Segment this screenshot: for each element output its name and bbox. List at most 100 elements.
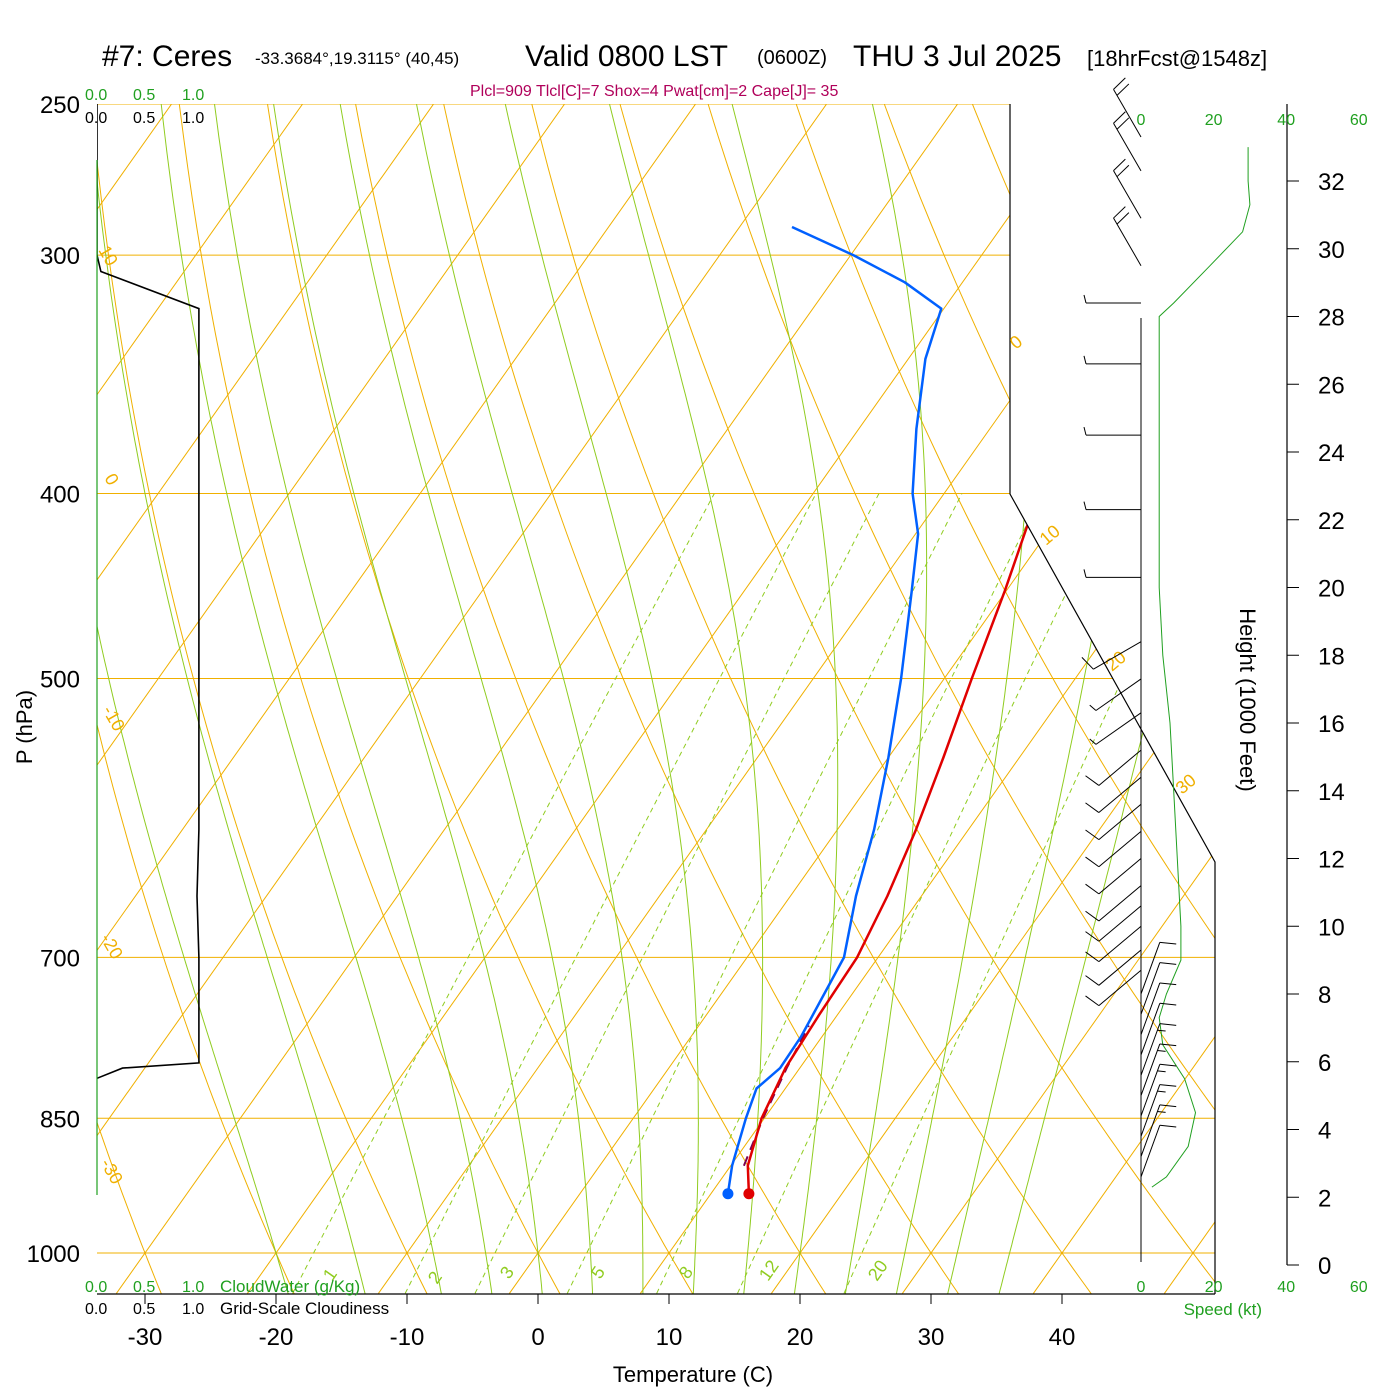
dry-adiabat--30	[97, 104, 172, 1294]
speed-bottom-tick: 40	[1277, 1279, 1295, 1296]
dry-adiabat-70	[784, 104, 1215, 1294]
wind-barb-staff	[1113, 122, 1142, 172]
wind-barb-half-flag	[1157, 1070, 1166, 1073]
cloud-top-black-tick: 0.0	[85, 110, 107, 127]
wind-barb	[1140, 1124, 1177, 1178]
moist-adiabat	[97, 104, 368, 1294]
temperature-tick-label: 0	[531, 1324, 544, 1351]
mixing-ratio-label: 5	[587, 1263, 609, 1283]
wind-barb-flag	[1116, 212, 1130, 225]
wind-barb	[1085, 858, 1142, 895]
wind-barb	[1085, 885, 1142, 922]
surface-dewpoint-dot	[722, 1188, 734, 1200]
wind-barb-staff	[1113, 89, 1142, 138]
wind-barb-half-flag	[1083, 569, 1087, 578]
wind-barb-flag	[1159, 1043, 1177, 1047]
wind-barb-staff	[1140, 1003, 1161, 1056]
wind-barb	[1083, 501, 1141, 511]
speed-bottom-tick: 60	[1350, 1279, 1368, 1296]
dry-adiabat-30	[436, 104, 975, 1294]
height-tick-label: 6	[1318, 1050, 1331, 1077]
wind-barb	[1113, 77, 1142, 138]
cloud-bottom-green-tick: 1.0	[182, 1279, 204, 1296]
dry-adiabat-110	[1132, 104, 1215, 1294]
height-tick-label: 24	[1318, 440, 1345, 467]
cloud-top-green-tick: 1.0	[182, 87, 204, 104]
moist-adiabat	[504, 104, 699, 1294]
height-tick-label: 20	[1318, 576, 1345, 603]
y-axis-title: P (hPa)	[12, 690, 37, 764]
wind-barb-half-flag	[1089, 738, 1097, 745]
isotherm--40	[97, 104, 851, 1294]
dry-adiabat--20	[97, 104, 306, 1294]
moist-adiabat	[416, 104, 644, 1294]
wind-barb-flag	[1159, 982, 1177, 986]
mixing-ratio-label: 12	[755, 1256, 783, 1284]
wind-barb-half-flag	[1083, 355, 1087, 365]
wind-barb-staff	[1098, 858, 1142, 895]
dry-adiabat-40	[523, 104, 1109, 1294]
wind-barb-flag	[1113, 77, 1126, 90]
speed-top-tick: 0	[1137, 112, 1146, 129]
cloud-bottom-green-tick: 0.0	[85, 1279, 107, 1296]
wind-barb	[1085, 749, 1142, 786]
isotherm--30	[115, 104, 982, 1294]
dry-adiabat-50	[610, 104, 1215, 1294]
wind-barb-half-flag	[1083, 501, 1087, 510]
wind-barb-flag	[1116, 164, 1130, 178]
wind-barb	[1140, 1104, 1177, 1157]
cloudwater-axis-label: CloudWater (g/Kg)	[220, 1277, 360, 1296]
wind-barb-flag	[1113, 158, 1126, 171]
height-tick-label: 12	[1318, 847, 1345, 874]
x-axis-title: Temperature (C)	[613, 1362, 773, 1387]
wind-barb-staff	[1140, 942, 1161, 995]
wind-barb-flag	[1113, 111, 1126, 124]
wind-barb-flag	[1159, 1023, 1177, 1026]
cloud-bottom-black-tick: 0.0	[85, 1301, 107, 1318]
wind-barb-flag	[1113, 206, 1126, 219]
wind-barb-staff	[1140, 982, 1161, 1035]
cloud-top-green-tick: 0.5	[133, 87, 155, 104]
chart-frame	[96, 104, 1216, 1295]
height-tick-label: 30	[1318, 237, 1345, 264]
wind-barb-flag	[1159, 1124, 1177, 1128]
wind-barb-staff	[1140, 962, 1161, 1015]
station-title: #7: Ceres	[102, 40, 233, 73]
wind-barb	[1140, 1084, 1177, 1137]
height-tick-label: 14	[1318, 779, 1345, 806]
moist-adiabat	[609, 104, 764, 1294]
height-tick-label: 4	[1318, 1118, 1331, 1145]
wind-barb	[1140, 1023, 1177, 1076]
height-tick-label: 2	[1318, 1185, 1331, 1212]
isotherm--60	[97, 104, 589, 1294]
mixing-ratio-line	[656, 493, 1043, 1294]
pressure-tick-label: 300	[40, 243, 80, 270]
height-tick-label: 22	[1318, 508, 1345, 535]
wind-barb-half-flag	[1157, 1050, 1166, 1052]
isotherm-label: 10	[1036, 521, 1064, 549]
wind-barb-flag	[1116, 117, 1130, 130]
temperature-tick-label: 30	[918, 1324, 945, 1351]
wind-barb-staff	[1098, 831, 1142, 868]
wind-barb-staff	[1098, 803, 1142, 841]
wind-barb	[1083, 426, 1141, 436]
mixing-ratio-line	[843, 493, 1210, 1294]
cloud-bottom-black-tick: 1.0	[182, 1301, 204, 1318]
height-tick-label: 10	[1318, 914, 1345, 941]
dry-adiabat-20	[349, 104, 841, 1294]
wind-barb	[1085, 925, 1142, 963]
wind-barb-flag	[1159, 1063, 1177, 1067]
isotherm--70	[97, 104, 458, 1294]
cloud-top-black-tick: 1.0	[182, 110, 204, 127]
isotherm--80	[97, 104, 327, 1294]
wind-barb	[1085, 776, 1142, 813]
speed-top-tick: 40	[1277, 112, 1295, 129]
speed-top-tick: 60	[1350, 112, 1368, 129]
dry-adiabat-140	[1395, 70, 1400, 1317]
wind-barb-staff	[1098, 925, 1142, 962]
mixing-ratio-label: 20	[864, 1256, 892, 1284]
isotherm-label: 30	[1172, 770, 1200, 798]
height-tick-label: 32	[1318, 169, 1345, 196]
